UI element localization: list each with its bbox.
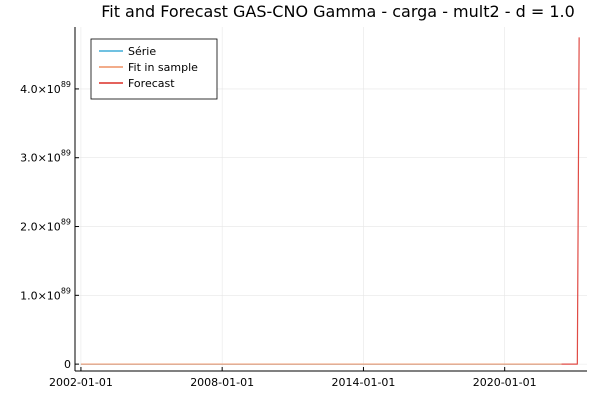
y-tick-label-1: 1.0×1089 <box>20 286 71 302</box>
legend-label-2: Forecast <box>128 77 175 90</box>
x-tick-label-1: 2008-01-01 <box>190 376 254 389</box>
legend-label-0: Série <box>128 45 156 58</box>
x-tick-label-3: 2020-01-01 <box>473 376 537 389</box>
x-tick-label-0: 2002-01-01 <box>49 376 113 389</box>
legend-label-1: Fit in sample <box>128 61 198 74</box>
y-tick-label-4: 4.0×1089 <box>20 80 71 96</box>
legend: Série Fit in sample Forecast <box>90 38 218 100</box>
y-tick-label-0: 0 <box>64 358 71 371</box>
y-tick-label-3: 3.0×1089 <box>20 149 71 165</box>
legend-box <box>90 38 218 100</box>
plot-lines <box>80 37 580 365</box>
axes: 2002-01-01 2008-01-01 2014-01-01 2020-01-01… <box>20 27 587 389</box>
x-tick-label-2: 2014-01-01 <box>331 376 395 389</box>
chart-title: Fit and Forecast GAS-CNO Gamma - carga -… <box>101 2 575 21</box>
series-line-forecast <box>561 37 580 365</box>
y-tick-label-2: 2.0×1089 <box>20 218 71 234</box>
